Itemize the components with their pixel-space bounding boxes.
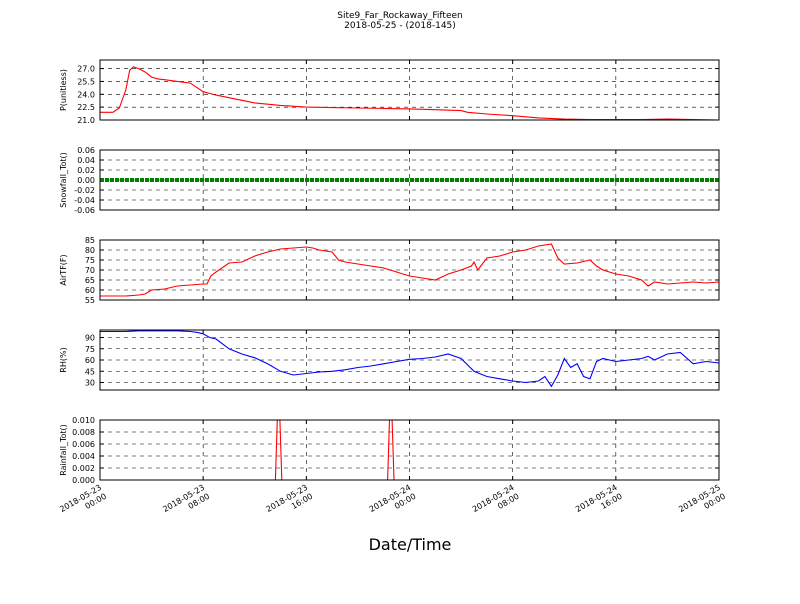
y-tick-label: -0.02 — [74, 186, 95, 195]
y-tick-label: 0.02 — [77, 166, 95, 175]
series-line-4 — [100, 330, 719, 388]
y-tick-label: 21.0 — [77, 116, 95, 125]
panel-frame — [99, 329, 720, 391]
y-tick-label: 25.5 — [77, 77, 95, 86]
y-tick-label: 30 — [85, 379, 95, 388]
y-axis-label: P(unitless) — [59, 69, 68, 111]
y-tick-label: 24.0 — [77, 90, 95, 99]
y-axis-label: Rainfall_Tot() — [59, 424, 68, 476]
y-tick-label: 85 — [85, 236, 95, 245]
panel-2: 0.060.040.020.00-0.02-0.04-0.06 Snowfall_… — [59, 146, 720, 215]
x-tick-label: 2018-05-2408:00 — [471, 483, 521, 523]
y-tick-label: -0.06 — [74, 206, 95, 215]
x-axis-label: Date/Time — [369, 535, 452, 554]
chart-subtitle: 2018-05-25 - (2018-145) — [344, 21, 456, 31]
x-tick-label: 2018-05-2400:00 — [368, 483, 418, 523]
y-tick-label: 27.0 — [77, 65, 95, 74]
y-tick-label: 75 — [85, 345, 95, 354]
y-tick-label: 60 — [85, 286, 95, 295]
series-line-3 — [100, 243, 719, 297]
y-axis-label: RH(%) — [59, 347, 68, 372]
panel-frame — [99, 149, 720, 211]
y-tick-label: 0.004 — [72, 452, 95, 461]
y-tick-label: 75 — [85, 256, 95, 265]
x-tick-label: 2018-05-2300:00 — [58, 483, 108, 523]
y-tick-label: 0.000 — [72, 476, 95, 485]
y-tick-label: 0.002 — [72, 464, 95, 473]
panel-frame — [99, 239, 720, 301]
x-tick-labels: 2018-05-2300:00 2018-05-2308:00 2018-05-23… — [58, 483, 727, 523]
y-tick-label: 0.010 — [72, 416, 95, 425]
y-tick-label: 60 — [85, 356, 95, 365]
series-line-1 — [100, 66, 719, 120]
panel-frame — [99, 59, 720, 121]
panel-5: 0.010 0.008 0.006 0.004 0.002 0.000 Rainfall_T… — [59, 416, 720, 485]
y-tick-label: 70 — [85, 266, 95, 275]
y-tick-label: -0.04 — [74, 196, 95, 205]
y-tick-label: 22.5 — [77, 103, 95, 112]
y-tick-label: 55 — [85, 296, 95, 305]
y-tick-label: 80 — [85, 246, 95, 255]
y-tick-label: 65 — [85, 276, 95, 285]
x-tick-label: 2018-05-2416:00 — [574, 483, 624, 523]
y-tick-label: 45 — [85, 367, 95, 376]
y-axis-label: AirTF(F) — [59, 254, 68, 285]
panels-group: 27.025.524.022.521.0P(unitless)0.060.040… — [59, 59, 720, 485]
panel-4: 90 75 60 45 30 RH(%) — [59, 329, 720, 391]
y-axis-label: Snowfall_Tot() — [59, 152, 68, 208]
chart-title: Site9_Far_Rockaway_Fifteen — [337, 11, 463, 21]
x-tick-label: 2018-05-2308:00 — [161, 483, 211, 523]
y-tick-label: 0.008 — [72, 428, 95, 437]
x-tick-label: 2018-05-2316:00 — [265, 483, 315, 523]
x-tick-label: 2018-05-2500:00 — [677, 483, 727, 523]
y-tick-label: 0.00 — [77, 176, 95, 185]
y-tick-label: 90 — [85, 334, 95, 343]
series-line-5 — [100, 420, 719, 480]
panel-frame — [99, 419, 720, 481]
y-tick-label: 0.06 — [77, 146, 95, 155]
y-tick-label: 0.04 — [77, 156, 95, 165]
panel-1: 27.0 25.5 24.0 22.5 21.0 P(unitless) — [59, 59, 720, 125]
y-tick-label: 0.006 — [72, 440, 95, 449]
